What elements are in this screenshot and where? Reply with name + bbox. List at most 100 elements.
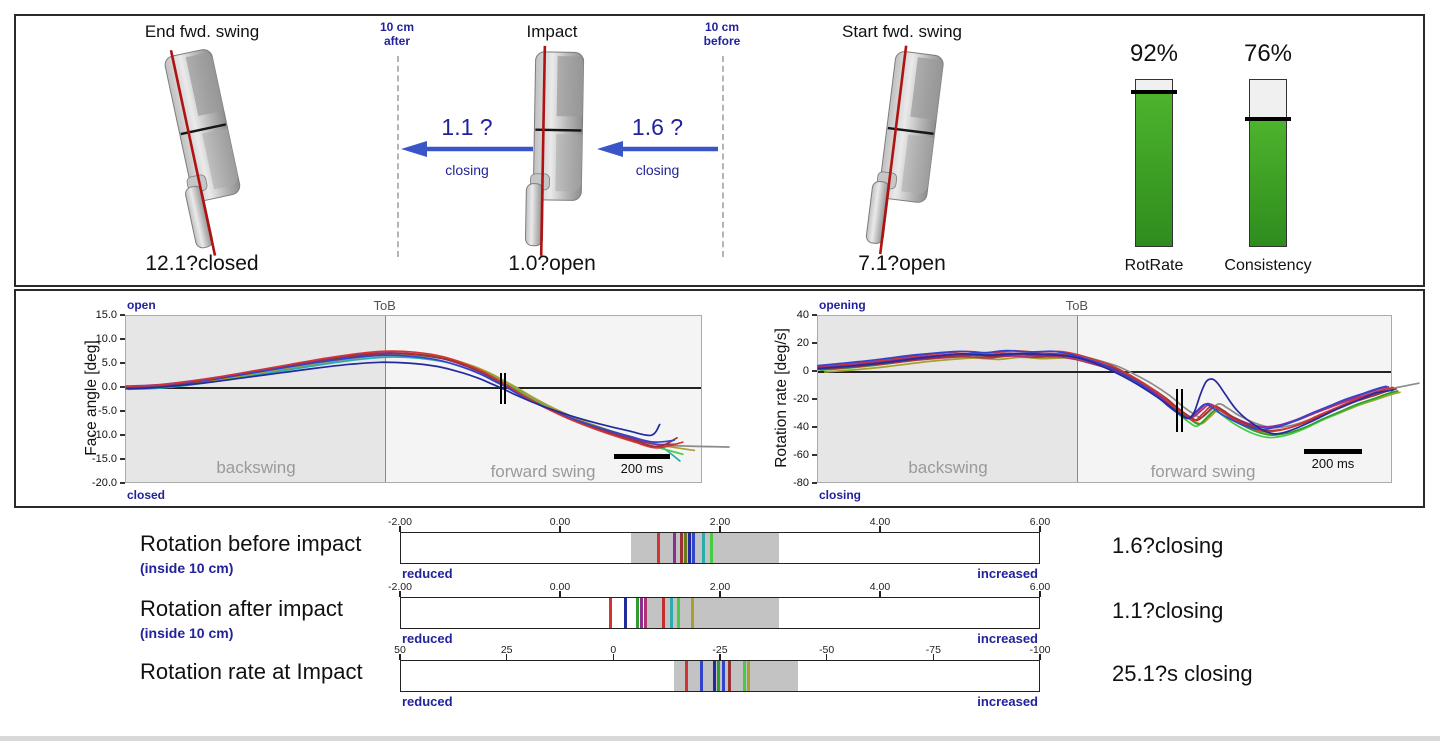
putter-angle-value: 1.0?open	[508, 252, 596, 275]
trial-marker	[713, 661, 717, 691]
row-value: 25.1?s closing	[1112, 661, 1253, 686]
trial-marker	[728, 661, 731, 691]
y-tick-label: 20	[796, 336, 809, 349]
std-band	[674, 661, 798, 691]
scale-tick-label: 25	[500, 644, 513, 656]
gauge-percent: 76%	[1243, 40, 1293, 67]
tob-label: ToB	[1065, 298, 1089, 313]
distance-marker-label: 10 cm after	[352, 20, 442, 48]
y-tick-mark	[812, 342, 817, 344]
trial-marker	[677, 598, 681, 628]
impact-marker	[504, 372, 507, 405]
scalebar-label: 200 ms	[620, 461, 664, 476]
scale-tick-label: 2.00	[709, 581, 731, 593]
scale-tick-mark	[559, 591, 561, 597]
putter-figure	[837, 45, 967, 258]
y-tick-label: 5.0	[101, 356, 117, 369]
distance-marker-line1: 10 cm	[379, 20, 415, 34]
putter-phase-label: Start fwd. swing	[842, 22, 962, 41]
row-title: Rotation before impact	[140, 531, 362, 556]
y-tick-mark	[812, 454, 817, 456]
y-tick-mark	[812, 426, 817, 428]
chart-bottom-direction-label: closing	[819, 488, 862, 502]
trial-marker	[661, 598, 665, 628]
reduced-label: reduced	[402, 694, 453, 709]
y-tick-mark	[120, 314, 125, 316]
y-tick-label: 0	[802, 364, 809, 377]
row-title: Rotation after impact	[140, 596, 343, 621]
zero-line	[126, 387, 701, 389]
scale-tick-mark	[1039, 591, 1041, 597]
closing-arrow-icon	[399, 138, 535, 160]
row-subtitle: (inside 10 cm)	[140, 560, 234, 576]
y-tick-mark	[812, 482, 817, 484]
scale-tick-label: 6.00	[1029, 516, 1051, 528]
time-scalebar	[614, 454, 670, 459]
closing-arrow-icon	[595, 138, 720, 160]
gauge-percent: 92%	[1129, 40, 1179, 67]
y-tick-label: -10.0	[91, 428, 117, 441]
scale-tick-label: 0	[610, 644, 617, 656]
scale-tick-label: 4.00	[869, 516, 891, 528]
reduced-label: reduced	[402, 631, 453, 646]
distance-marker-line	[397, 56, 399, 257]
y-tick-label: 15.0	[95, 308, 117, 321]
row-subtitle: (inside 10 cm)	[140, 625, 234, 641]
trial-marker	[639, 598, 643, 628]
scale-tick-label: -50	[819, 644, 835, 656]
trial-marker	[683, 533, 687, 563]
scale-tick-mark	[399, 526, 401, 532]
trial-marker	[709, 533, 713, 563]
trial-marker	[685, 661, 689, 691]
scale-tick-mark	[825, 654, 828, 660]
scale-tick-mark	[505, 654, 508, 660]
tob-label: ToB	[373, 298, 396, 313]
scale-tick-label: -2.00	[388, 516, 412, 528]
trial-marker	[635, 598, 639, 628]
scale-tick-mark	[719, 526, 721, 532]
charts-panel: Face angle [deg] open closed ToB 15.0 10.0 5.0…	[14, 289, 1425, 508]
scale-tick-mark	[399, 654, 401, 660]
putter-phase-label: End fwd. swing	[144, 22, 260, 41]
y-tick-label: 0.0	[101, 380, 117, 393]
arrow-caption: closing	[445, 162, 489, 178]
y-tick-label: -5.0	[98, 404, 117, 417]
y-tick-mark	[120, 386, 125, 388]
scale-tick-label: 0.00	[549, 516, 571, 528]
y-tick-label: -60	[793, 448, 809, 461]
plot-area: backswing forward swing	[817, 315, 1420, 483]
gauge-fill	[1250, 119, 1286, 246]
scale-tick-mark	[1039, 526, 1041, 532]
trial-curves	[125, 316, 730, 484]
scale-tick-mark	[612, 654, 615, 660]
trial-marker	[623, 598, 627, 628]
row-value: 1.6?closing	[1112, 533, 1224, 558]
tob-line	[384, 316, 387, 482]
trial-marker	[692, 533, 696, 563]
scale-tick-label: -75	[925, 644, 941, 656]
trial-marker	[643, 598, 647, 628]
time-scalebar	[1304, 449, 1362, 454]
std-band	[645, 598, 779, 628]
y-tick-mark	[812, 398, 817, 400]
trial-curves-svg	[125, 350, 730, 462]
putter-phase-label: Impact	[526, 22, 578, 41]
scale-tick-label: 50	[394, 644, 406, 656]
scale-tick-label: 0.00	[549, 581, 571, 593]
rotation-scale-bar	[400, 597, 1040, 629]
chart-top-direction-label: open	[127, 298, 156, 312]
arrow-caption: closing	[635, 162, 680, 178]
y-tick-mark	[120, 458, 125, 460]
scale-tick-label: -100	[1029, 644, 1051, 656]
tob-line	[1076, 316, 1079, 482]
trial-marker	[669, 598, 673, 628]
scale-tick-mark	[1039, 654, 1041, 660]
putter-figure	[137, 46, 267, 258]
gauge-label: Consistency	[1224, 257, 1312, 274]
putter-head-icon	[164, 49, 241, 256]
scale-tick-label: 6.00	[1029, 581, 1051, 593]
footer-strip	[0, 736, 1440, 741]
std-band	[631, 533, 779, 563]
putter-angle-value: 7.1?open	[858, 252, 946, 275]
